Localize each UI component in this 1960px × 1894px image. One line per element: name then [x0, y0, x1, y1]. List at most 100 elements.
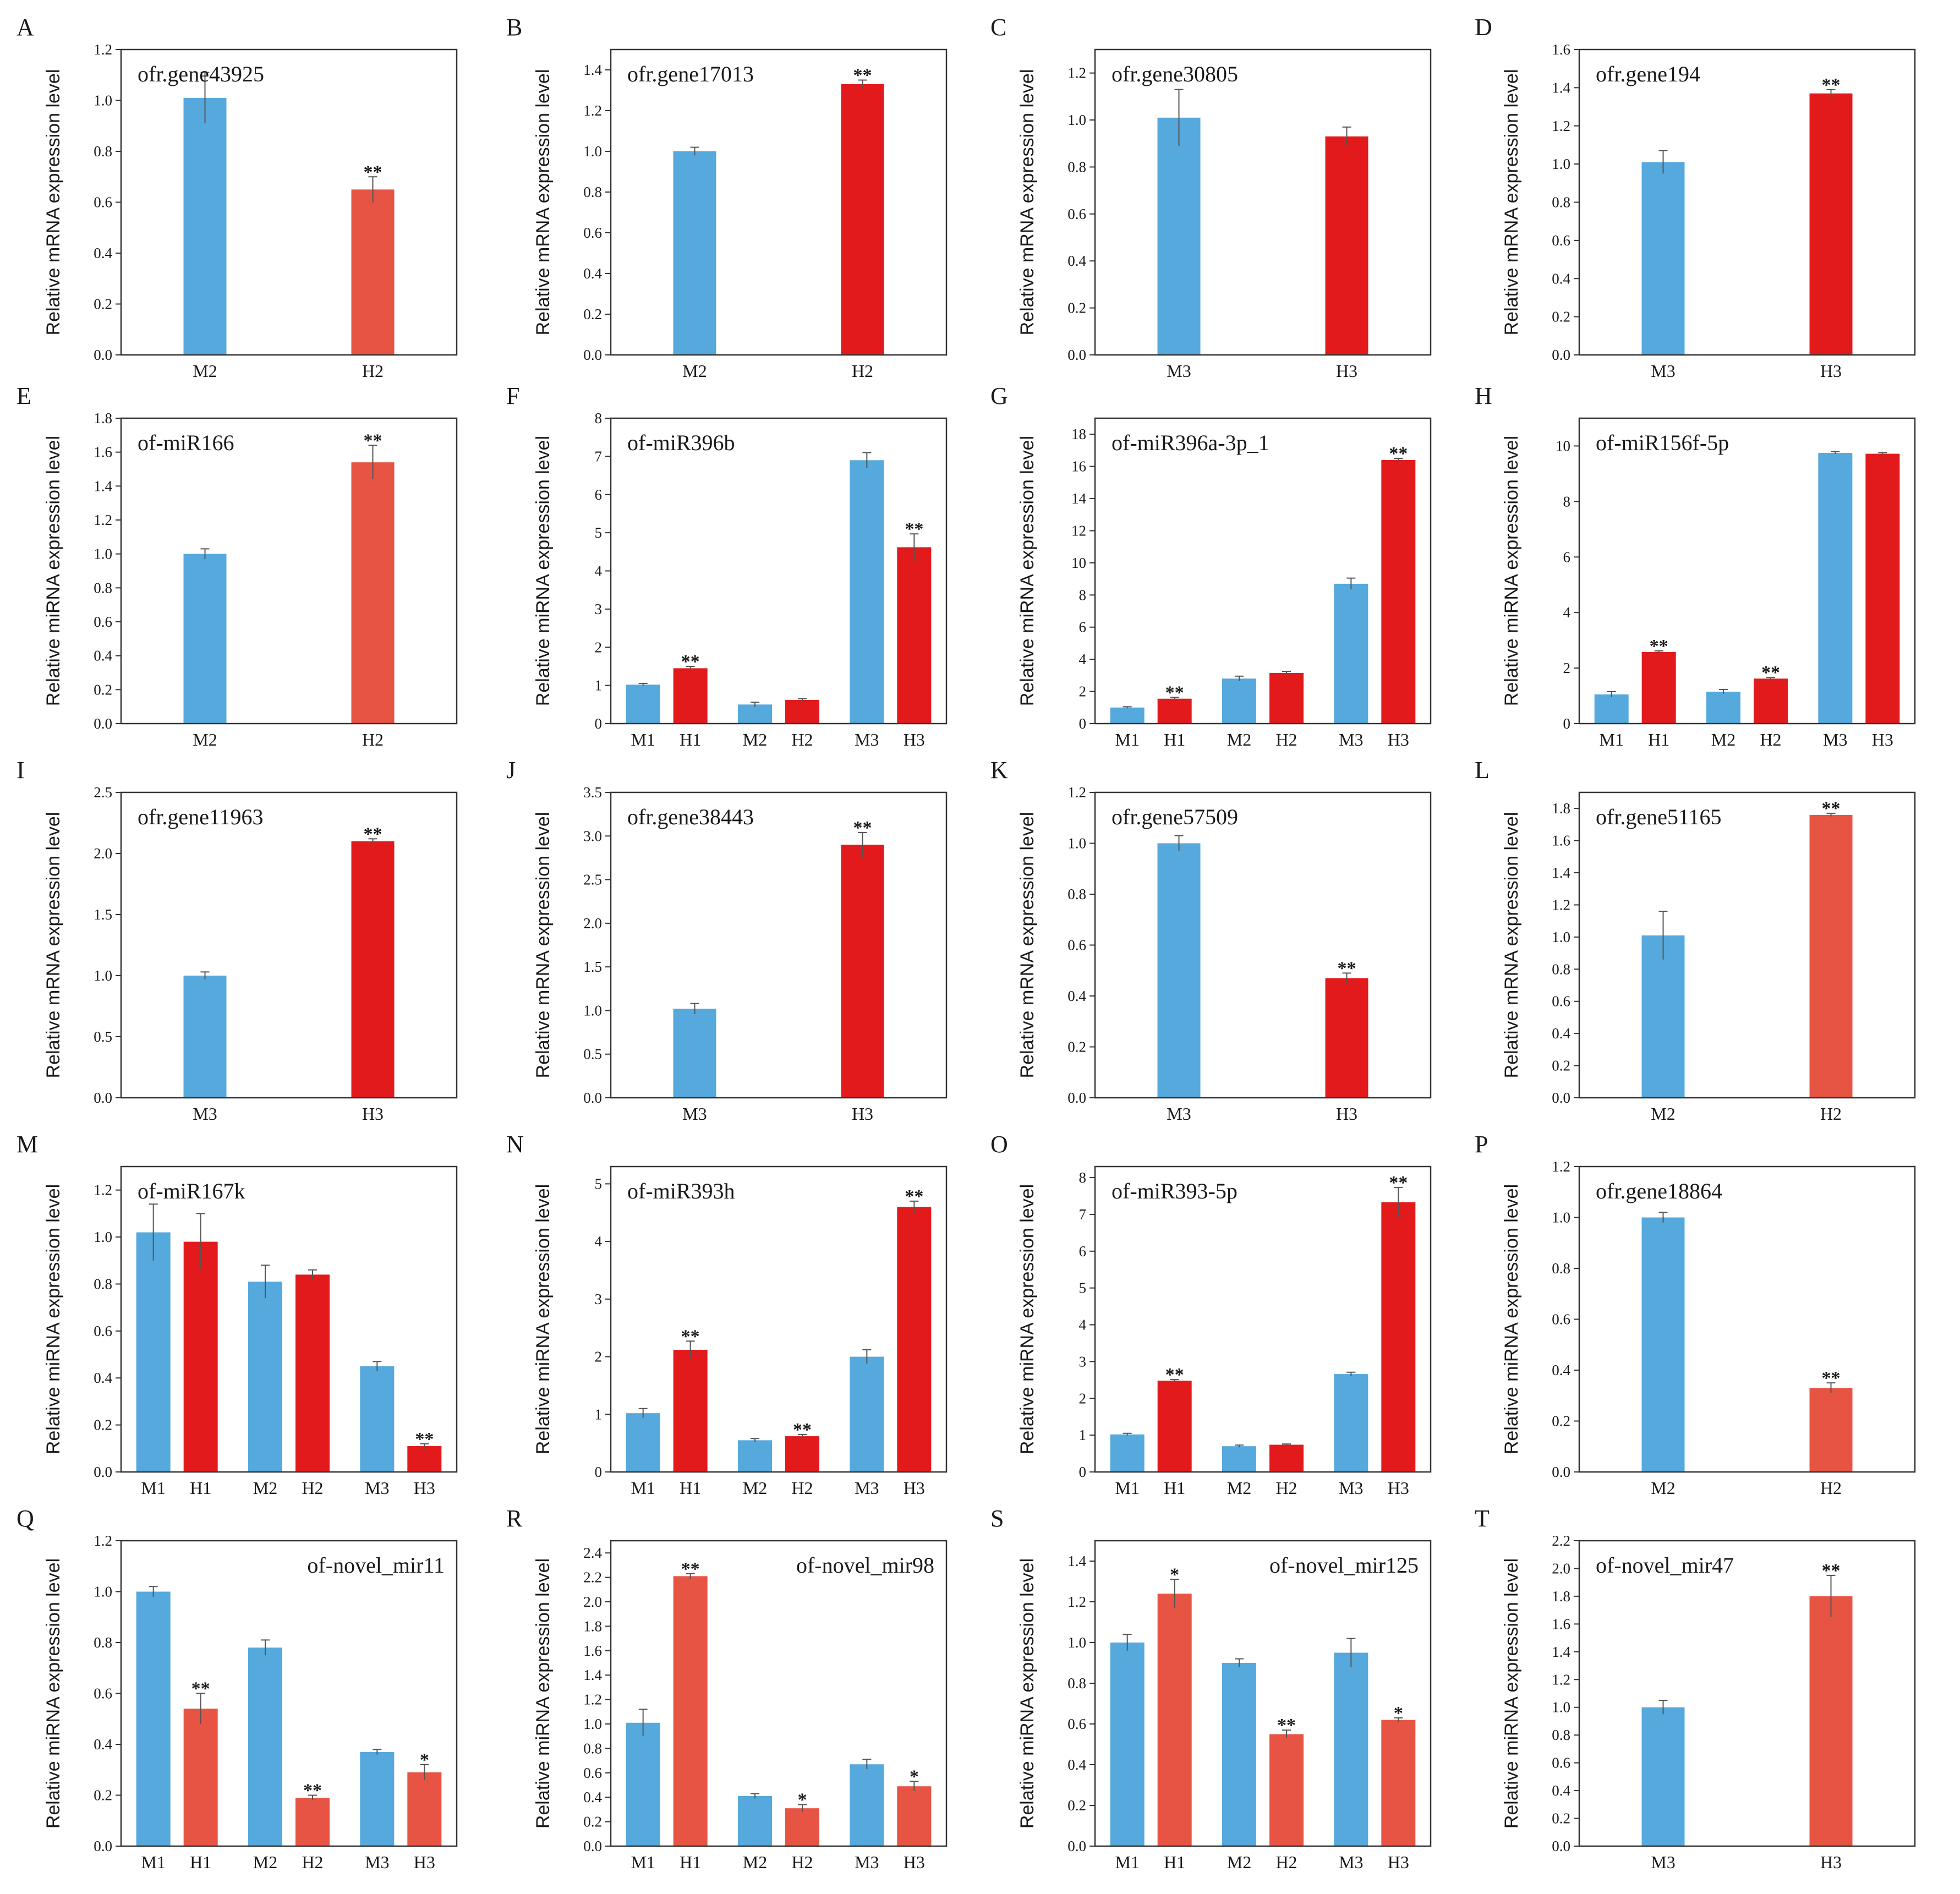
significance-marker: ** — [303, 1781, 322, 1801]
category-label: M3 — [365, 1478, 389, 1498]
y-tick-label: 1.8 — [94, 410, 112, 426]
panel-i: I Relative mRNA expression level 0.0 0.5 1.0… — [17, 757, 458, 1124]
category-label: M2 — [253, 1478, 277, 1498]
y-axis-label: Relative miRNA expression level — [1501, 1558, 1522, 1829]
category-label: H3 — [1820, 1852, 1842, 1872]
y-tick-label: 1.0 — [94, 546, 112, 562]
y-axis-label: Relative miRNA expression level — [533, 1184, 554, 1454]
bar-h2 — [1269, 1444, 1304, 1472]
chart-title: ofr.gene57509 — [1112, 804, 1238, 829]
y-tick-label: 1 — [1079, 1427, 1087, 1443]
y-tick-label: 0.4 — [94, 1370, 112, 1386]
y-tick-label: 0 — [1079, 715, 1087, 732]
y-tick-label: 0.8 — [583, 184, 602, 200]
category-label: M3 — [682, 1104, 707, 1124]
y-tick-label: 1.2 — [1552, 1671, 1570, 1688]
significance-marker: ** — [1822, 1561, 1841, 1581]
panel-f: F Relative miRNA expression level 0 1 2 3 4 5 6 7… — [506, 382, 948, 749]
y-tick-label: 1.0 — [583, 143, 602, 160]
plot-frame — [1578, 48, 1916, 356]
chart-title: ofr.gene11963 — [138, 804, 263, 829]
category-label: M2 — [1227, 730, 1251, 749]
bar-m3 — [1641, 1707, 1685, 1846]
bar-h3 — [1381, 1202, 1416, 1472]
significance-marker: ** — [1389, 1173, 1408, 1193]
y-tick-label: 0.0 — [583, 1838, 602, 1854]
y-tick-label: 10 — [1556, 437, 1570, 454]
bar-h2 — [295, 1274, 330, 1472]
category-label: H3 — [414, 1852, 435, 1872]
y-tick-label: 6 — [1563, 549, 1571, 565]
y-axis-label: Relative miRNA expression level — [1017, 436, 1038, 706]
y-tick-label: 0 — [1079, 1464, 1087, 1480]
bar-h3 — [351, 841, 395, 1098]
plot-frame — [120, 417, 458, 725]
y-tick-label: 4 — [595, 1233, 603, 1250]
y-tick-label: 7 — [595, 448, 603, 464]
plot-frame — [1094, 417, 1432, 725]
category-label: H1 — [190, 1478, 211, 1498]
y-tick-label: 6 — [595, 486, 603, 503]
y-tick-label: 3 — [595, 1291, 603, 1307]
bar-h2 — [351, 462, 395, 724]
bar-m1 — [1110, 707, 1145, 724]
y-axis-label: Relative miRNA expression level — [1501, 436, 1522, 706]
category-label: M3 — [1823, 730, 1847, 749]
panel-letter: E — [17, 382, 31, 409]
significance-marker: ** — [681, 652, 700, 672]
y-tick-label: 1.8 — [1552, 1588, 1570, 1605]
category-label: M2 — [1227, 1852, 1251, 1872]
bar-m2 — [673, 151, 716, 355]
bar-h2 — [785, 1808, 819, 1846]
category-label: H2 — [1275, 1478, 1297, 1498]
category-label: H2 — [302, 1852, 323, 1872]
bar-m1 — [626, 1722, 660, 1846]
category-label: M3 — [855, 730, 879, 749]
y-tick-label: 7 — [1079, 1206, 1087, 1223]
y-tick-label: 1.0 — [583, 1002, 602, 1019]
y-tick-label: 0.4 — [1552, 1782, 1570, 1799]
bar-m3 — [1334, 1652, 1368, 1846]
category-label: H1 — [680, 730, 701, 749]
significance-marker: ** — [1165, 1365, 1184, 1385]
panel-a: A Relative mRNA expression level 0.0 0.2 0.4… — [17, 14, 458, 381]
plot-frame — [1578, 791, 1916, 1099]
y-tick-label: 0.5 — [583, 1046, 602, 1063]
bar-m3 — [1157, 843, 1201, 1098]
chart-title: ofr.gene18864 — [1596, 1179, 1722, 1203]
y-tick-label: 2 — [1079, 683, 1087, 700]
y-tick-label: 1.0 — [1552, 929, 1570, 945]
y-tick-label: 0.8 — [94, 579, 112, 596]
y-tick-label: 5 — [595, 1175, 603, 1192]
y-tick-label: 2.2 — [583, 1569, 602, 1586]
y-tick-label: 1.4 — [583, 62, 602, 78]
panel-g: G Relative miRNA expression level 0 2 4 6 8 10 1… — [990, 382, 1432, 749]
y-tick-label: 0.0 — [94, 715, 112, 732]
y-tick-label: 2.5 — [94, 784, 112, 801]
y-tick-label: 0.4 — [94, 648, 112, 664]
category-label: H2 — [302, 1478, 323, 1498]
significance-marker: ** — [905, 1186, 923, 1207]
y-tick-label: 0.0 — [1067, 1838, 1086, 1854]
panel-p: P Relative miRNA expression level 0.0 0.2 0.… — [1475, 1131, 1916, 1498]
y-tick-label: 1.2 — [583, 1692, 602, 1708]
category-label: M2 — [1651, 1104, 1675, 1124]
significance-marker: ** — [905, 519, 923, 539]
plot-frame — [120, 48, 458, 356]
bar-m2 — [1641, 1217, 1685, 1472]
bar-h1 — [1641, 652, 1676, 724]
y-tick-label: 0.4 — [583, 1789, 602, 1805]
panel-letter: F — [506, 382, 519, 409]
category-label: M3 — [365, 1852, 389, 1872]
y-tick-label: 0.2 — [1552, 309, 1570, 325]
bar-h3 — [1381, 459, 1416, 724]
y-tick-label: 1.8 — [1552, 800, 1570, 817]
y-tick-label: 0.2 — [1067, 1797, 1086, 1814]
significance-marker: ** — [1822, 798, 1841, 819]
category-label: M2 — [193, 361, 217, 381]
bar-h1 — [1157, 1381, 1192, 1472]
bar-h3 — [407, 1446, 442, 1472]
y-axis-label: Relative mRNA expression level — [1501, 812, 1522, 1079]
plot-frame — [610, 1165, 948, 1473]
category-label: M2 — [743, 730, 767, 749]
